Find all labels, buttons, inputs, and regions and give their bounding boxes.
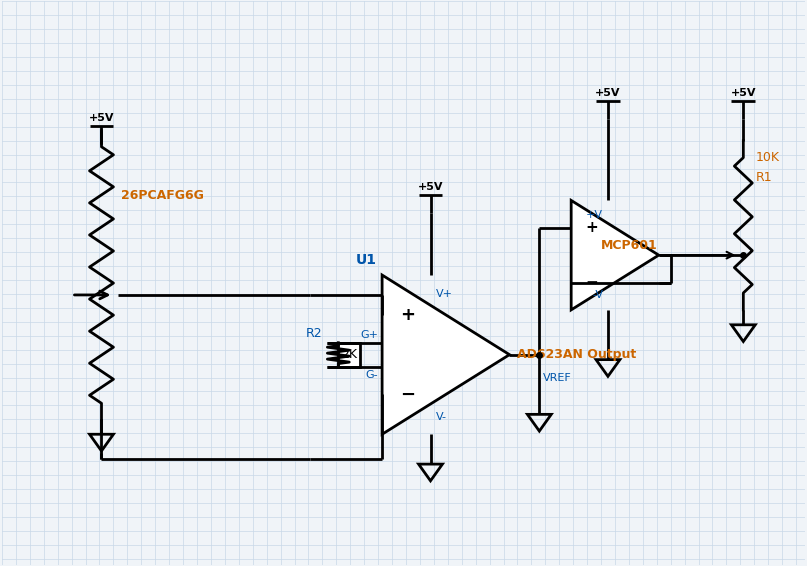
Text: AD623AN Output: AD623AN Output: [517, 348, 637, 361]
Text: −: −: [400, 385, 415, 404]
Text: +V: +V: [586, 211, 603, 220]
Text: R1: R1: [755, 170, 771, 183]
Text: 10K: 10K: [755, 151, 780, 164]
Text: -V: -V: [592, 290, 603, 300]
Text: +5V: +5V: [89, 113, 115, 123]
Text: +: +: [400, 306, 415, 324]
Text: +5V: +5V: [730, 88, 756, 98]
Text: +: +: [585, 220, 598, 235]
Text: 26PCAFG6G: 26PCAFG6G: [121, 189, 204, 202]
Text: U1: U1: [356, 253, 377, 267]
Polygon shape: [571, 200, 659, 310]
Text: G+: G+: [360, 330, 378, 340]
Text: +5V: +5V: [596, 88, 621, 98]
Text: MCP601: MCP601: [601, 239, 658, 252]
Polygon shape: [382, 275, 509, 434]
Text: VREF: VREF: [543, 372, 572, 383]
Text: V+: V+: [436, 289, 453, 299]
Text: −: −: [585, 275, 598, 290]
Bar: [338, 342, 360, 367]
Text: G-: G-: [366, 370, 378, 380]
Text: V-: V-: [436, 412, 446, 422]
Text: +5V: +5V: [418, 182, 443, 192]
Text: 2K: 2K: [341, 348, 358, 361]
Text: R2: R2: [306, 327, 323, 340]
